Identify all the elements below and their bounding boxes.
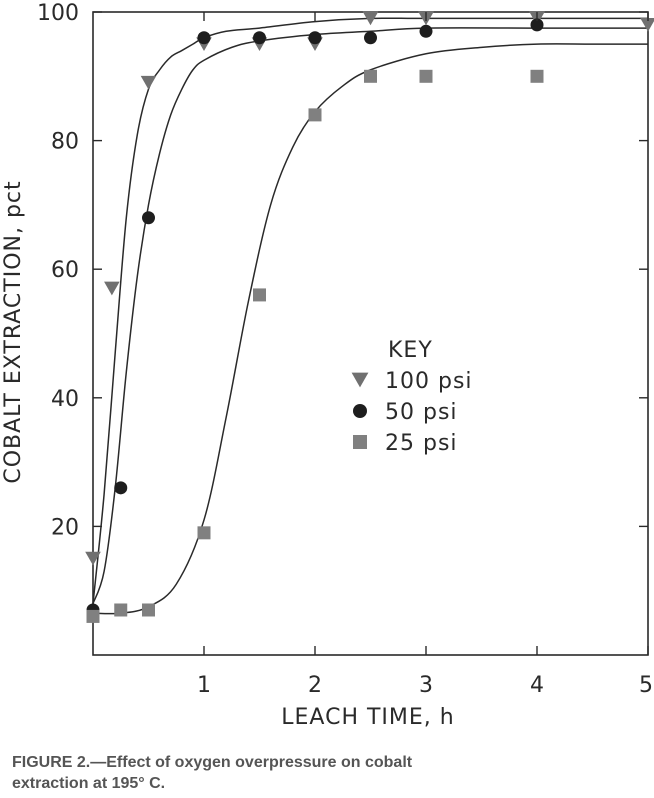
- legend-items: 100 psi 50 psi 25 psi: [351, 369, 473, 456]
- x-tick-label: 4: [530, 673, 544, 698]
- marker-25-psi: [364, 69, 377, 83]
- marker-25-psi: [142, 603, 155, 617]
- marker-100-psi: [362, 11, 379, 26]
- legend-marker-25-psi: [353, 435, 367, 449]
- x-tick-label: 1: [197, 673, 211, 698]
- marker-25-psi: [253, 288, 266, 302]
- marker-50-psi: [364, 31, 377, 45]
- y-tick-label: 20: [51, 515, 79, 540]
- marker-25-psi: [308, 108, 322, 122]
- legend: KEY 100 psi 50 psi 25 psi: [351, 338, 473, 456]
- legend-label: 100 psi: [385, 369, 473, 394]
- marker-100-psi: [140, 75, 157, 90]
- legend-label: 25 psi: [385, 431, 458, 456]
- marker-25-psi: [197, 526, 211, 540]
- marker-50-psi: [142, 211, 155, 225]
- x-tick-label: 5: [639, 673, 653, 698]
- legend-label: 50 psi: [385, 400, 458, 425]
- fit-curve-100-psi: [92, 17, 648, 604]
- legend-marker-100-psi: [351, 372, 369, 388]
- caption-line-1: FIGURE 2.—Effect of oxygen overpressure …: [12, 754, 413, 771]
- x-tick-label: 2: [308, 673, 322, 698]
- marker-50-psi: [308, 31, 322, 45]
- marker-25-psi: [530, 69, 544, 83]
- y-tick-label: 60: [51, 258, 79, 283]
- marker-50-psi: [253, 31, 266, 45]
- marker-25-psi: [86, 609, 100, 623]
- marker-50-psi: [419, 24, 433, 38]
- y-axis-ticks: 20 40 60 80 100: [37, 1, 648, 540]
- marker-50-psi: [530, 18, 544, 32]
- marker-25-psi: [419, 69, 433, 83]
- marker-100-psi: [104, 281, 120, 296]
- caption-line-2: extraction at 195° C.: [12, 775, 166, 792]
- marker-100-psi: [640, 18, 654, 32]
- fit-curve-50-psi: [92, 27, 648, 604]
- fit-curves: [92, 17, 648, 615]
- legend-marker-50-psi: [353, 404, 367, 418]
- marker-50-psi: [197, 31, 211, 45]
- x-axis-ticks: 1 2 3 4 5: [197, 12, 653, 698]
- y-tick-label: 80: [51, 130, 79, 155]
- y-tick-label: 100: [37, 1, 79, 26]
- data-markers: [85, 11, 654, 623]
- x-axis-label: LEACH TIME, h: [281, 705, 454, 730]
- marker-100-psi: [85, 551, 101, 566]
- plot-frame: [92, 11, 649, 656]
- chart-canvas: 1 2 3 4 5 20 40 60 80 100 LEACH TIME, h COBALT E…: [1, 1, 654, 730]
- marker-50-psi: [114, 481, 128, 495]
- figure-caption: FIGURE 2.—Effect of oxygen overpressure …: [12, 752, 642, 794]
- marker-25-psi: [114, 603, 128, 617]
- fit-curve-25-psi: [92, 43, 648, 615]
- plot-border: [92, 11, 649, 656]
- y-axis-label: COBALT EXTRACTION, pct: [1, 180, 26, 483]
- x-tick-label: 3: [419, 673, 433, 698]
- y-tick-label: 40: [51, 387, 79, 412]
- legend-title: KEY: [388, 338, 433, 363]
